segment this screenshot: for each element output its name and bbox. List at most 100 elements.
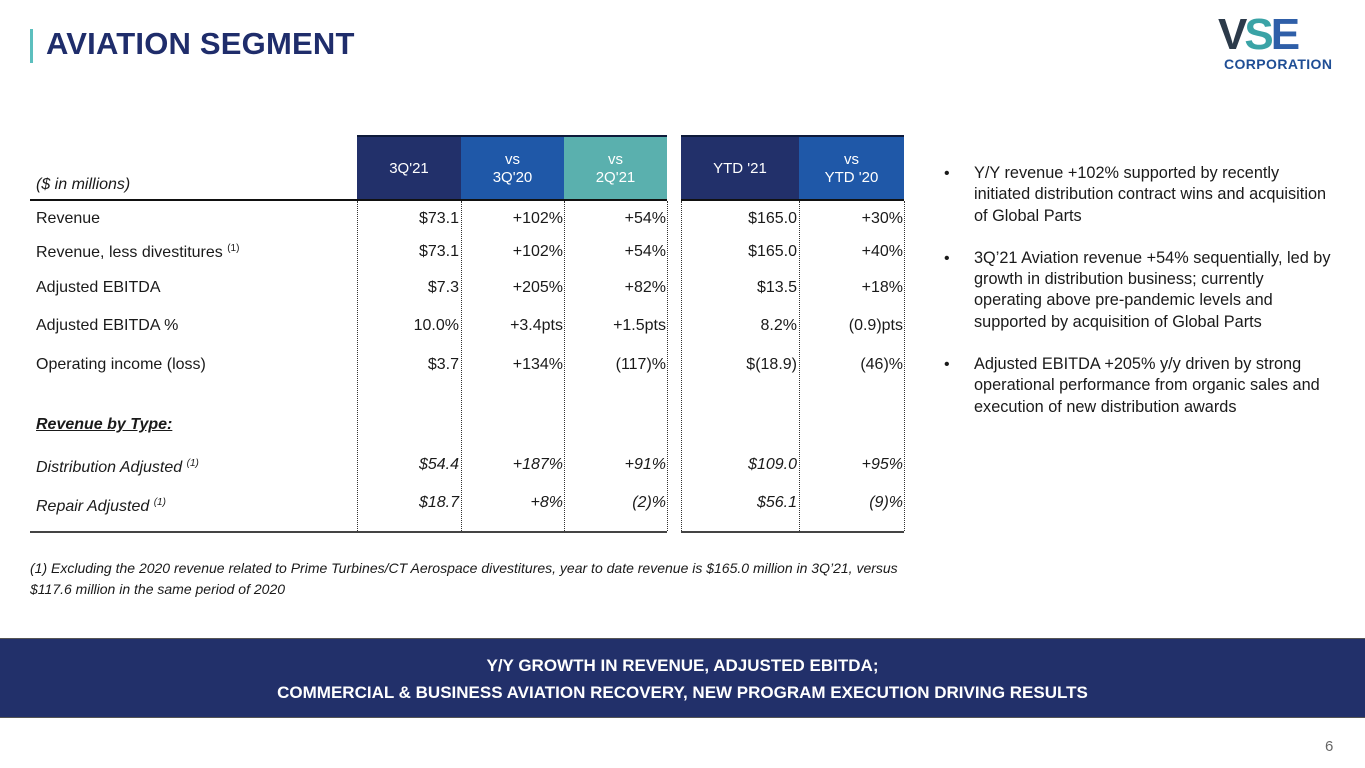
cell-ytd21: $56.1 [756, 494, 797, 511]
bullet-item: • 3Q’21 Aviation revenue +54% sequential… [944, 248, 1334, 333]
cell-ytd21: $13.5 [756, 279, 797, 296]
column-header-ytd21: YTD '21 [681, 135, 799, 200]
cell-3q21: $73.1 [418, 210, 459, 227]
row-label: Revenue [36, 210, 100, 228]
column-divider [564, 201, 565, 531]
cell-vs-ytd20: (46)% [860, 356, 903, 373]
cell-vs-ytd20: (0.9)pts [848, 317, 903, 334]
cell-3q21: 10.0% [413, 317, 459, 334]
banner-line-1: Y/Y GROWTH IN REVENUE, ADJUSTED EBITDA; [486, 656, 879, 675]
column-header-line2: YTD '20 [824, 168, 879, 186]
column-header-line2: 3Q'20 [492, 168, 533, 186]
banner-line-2: COMMERCIAL & BUSINESS AVIATION RECOVERY,… [277, 683, 1088, 702]
footnote-marker: (1) [227, 243, 240, 254]
column-divider [357, 201, 358, 531]
cell-3q21: $3.7 [427, 356, 459, 373]
cell-vs-2q21: +54% [624, 210, 666, 227]
cell-3q21: $18.7 [418, 494, 459, 511]
bullet-item: • Adjusted EBITDA +205% y/y driven by st… [944, 354, 1334, 418]
cell-vs-3q20: +187% [512, 456, 563, 473]
column-header-line1: vs [505, 150, 520, 168]
cell-vs-2q21: (117)% [615, 356, 666, 373]
row-label-text: Revenue [36, 210, 101, 227]
row-label: Distribution Adjusted (1) [36, 458, 199, 477]
column-header-vs-ytd20: vs YTD '20 [799, 135, 904, 200]
row-label-text: Adjusted EBITDA [36, 279, 161, 296]
cell-3q21: $54.4 [418, 456, 459, 473]
row-label-text: Repair Adjusted [36, 498, 150, 515]
row-label-text: Revenue, less divestitures [36, 244, 223, 261]
logo-subtitle: CORPORATION [1224, 56, 1333, 72]
column-divider [461, 201, 462, 531]
bullet-text: Y/Y revenue +102% supported by recently … [974, 164, 1327, 225]
cell-vs-2q21: +82% [624, 279, 666, 296]
cell-3q21: $73.1 [418, 243, 459, 260]
header-rule-right [681, 199, 904, 201]
column-header-line2: 3Q'21 [389, 159, 429, 177]
column-divider [667, 201, 668, 531]
bullet-marker: • [944, 249, 950, 267]
column-divider [799, 201, 800, 531]
row-label: Operating income (loss) [36, 356, 206, 374]
cell-vs-ytd20: +40% [861, 243, 903, 260]
column-header-3q21: 3Q'21 [357, 135, 461, 200]
units-label: ($ in millions) [36, 176, 131, 193]
cell-vs-2q21: +1.5pts [613, 317, 666, 334]
cell-vs-3q20: +102% [512, 210, 563, 227]
logo-letter-e: E [1270, 10, 1300, 59]
column-header-line1: vs [608, 150, 623, 168]
row-label: Repair Adjusted (1) [36, 497, 166, 516]
column-header-line2: YTD '21 [713, 159, 767, 177]
cell-vs-3q20: +102% [512, 243, 563, 260]
cell-ytd21: $165.0 [748, 210, 797, 227]
cell-vs-2q21: +54% [624, 243, 666, 260]
bullet-text: 3Q’21 Aviation revenue +54% sequentially… [974, 248, 1331, 331]
column-divider [904, 201, 905, 531]
column-divider [681, 201, 682, 531]
footnote-marker: (1) [186, 458, 199, 469]
row-label-text: Adjusted EBITDA % [36, 317, 179, 334]
footnote-marker: (1) [153, 497, 166, 508]
page-number: 6 [1325, 738, 1334, 755]
row-label-text: Operating income (loss) [36, 356, 206, 373]
cell-ytd21: $(18.9) [746, 356, 797, 373]
cell-ytd21: $109.0 [748, 456, 797, 473]
footer-rule-left [30, 531, 667, 533]
cell-vs-2q21: +91% [624, 456, 666, 473]
cell-ytd21: $165.0 [748, 243, 797, 260]
cell-3q21: $7.3 [427, 279, 459, 296]
row-label: Adjusted EBITDA % [36, 317, 178, 335]
cell-vs-3q20: +3.4pts [510, 317, 563, 334]
commentary-bullets: • Y/Y revenue +102% supported by recentl… [944, 163, 1334, 439]
page-title: AVIATION SEGMENT [46, 26, 355, 61]
title-accent-bar [30, 29, 33, 63]
logo-letter-s: S [1244, 10, 1273, 59]
column-header-line1: vs [844, 150, 859, 168]
cell-vs-3q20: +205% [512, 279, 563, 296]
column-header-vs-2q21: vs 2Q'21 [564, 135, 667, 200]
table-footnote: (1) Excluding the 2020 revenue related t… [30, 560, 898, 597]
column-header-line2: 2Q'21 [595, 168, 636, 186]
summary-banner: Y/Y GROWTH IN REVENUE, ADJUSTED EBITDA; … [0, 638, 1365, 718]
bullet-text: Adjusted EBITDA +205% y/y driven by stro… [974, 355, 1320, 416]
row-label: Adjusted EBITDA [36, 279, 161, 297]
logo-wordmark: V S E [1218, 10, 1336, 59]
cell-vs-ytd20: +30% [861, 210, 903, 227]
cell-vs-3q20: +8% [530, 494, 563, 511]
bullet-marker: • [944, 356, 950, 374]
bullet-marker: • [944, 165, 950, 182]
header-rule-left [30, 199, 667, 201]
bullet-item: • Y/Y revenue +102% supported by recentl… [944, 163, 1334, 227]
company-logo: V S E CORPORATION [1218, 10, 1336, 76]
column-header-vs-3q20: vs 3Q'20 [461, 135, 564, 200]
footer-rule-right [681, 531, 904, 533]
cell-vs-ytd20: +18% [861, 279, 903, 296]
row-label: Revenue, less divestitures (1) [36, 243, 239, 262]
section-label-revenue-by-type: Revenue by Type: [36, 416, 173, 433]
cell-vs-2q21: (2)% [632, 494, 666, 511]
row-label-text: Distribution Adjusted [36, 459, 183, 476]
logo-letter-v: V [1218, 10, 1247, 59]
cell-vs-ytd20: +95% [861, 456, 903, 473]
cell-vs-3q20: +134% [512, 356, 563, 373]
cell-ytd21: 8.2% [760, 317, 797, 334]
